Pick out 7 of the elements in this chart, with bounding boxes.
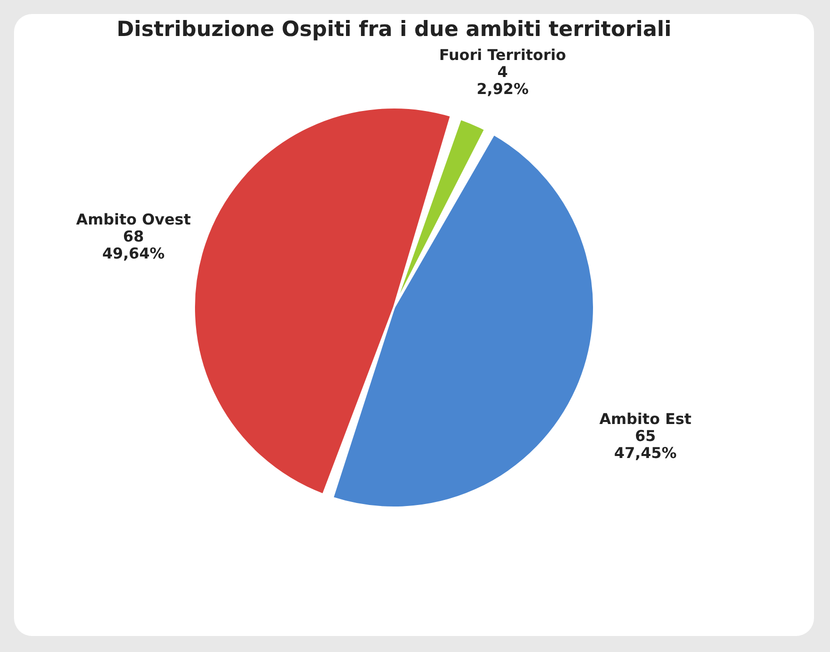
chart-title: Distribuzione Ospiti fra i due ambiti territoriali: [116, 17, 672, 41]
data-label: 68 49,64%: [102, 228, 165, 263]
slice-label: Ambito Ovest: [76, 210, 191, 229]
slice-label: Fuori Territorio: [439, 46, 566, 64]
data-label: 65 47,45%: [614, 426, 677, 462]
slice-label: Ambito Est: [599, 410, 692, 428]
data-label: 4 2,92%: [476, 62, 529, 98]
